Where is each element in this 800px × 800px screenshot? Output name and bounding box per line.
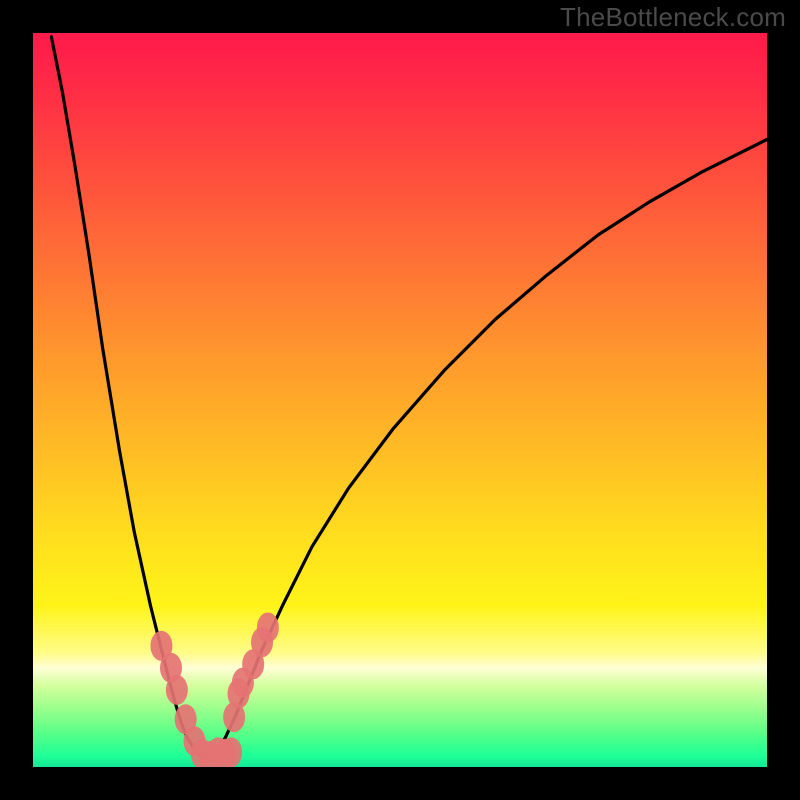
- data-marker: [166, 675, 188, 705]
- data-marker: [257, 613, 279, 643]
- chart-container: TheBottleneck.com: [0, 0, 800, 800]
- bottleneck-chart: [33, 33, 767, 767]
- data-marker: [220, 737, 242, 767]
- plot-area: [33, 33, 767, 767]
- gradient-background: [33, 33, 767, 767]
- watermark-text: TheBottleneck.com: [560, 2, 786, 33]
